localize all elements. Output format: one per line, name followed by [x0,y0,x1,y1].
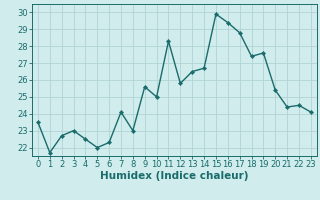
X-axis label: Humidex (Indice chaleur): Humidex (Indice chaleur) [100,171,249,181]
